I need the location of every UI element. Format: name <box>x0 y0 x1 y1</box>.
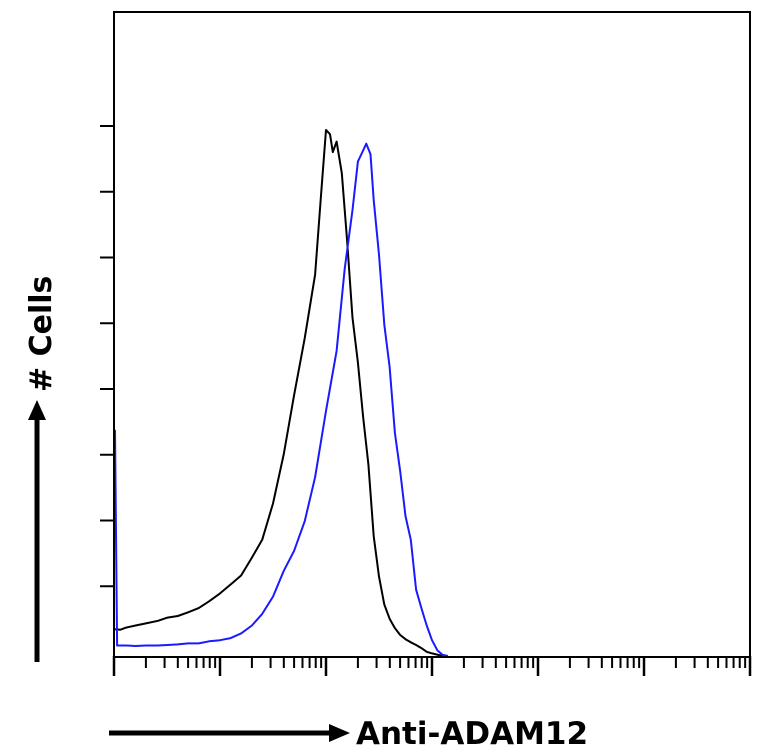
x-arrow-head-icon <box>329 724 350 742</box>
x-axis-ticks <box>112 656 752 676</box>
series-line-1 <box>114 129 443 657</box>
y-axis-label: # Cells <box>24 276 59 392</box>
y-axis-ticks <box>100 125 114 588</box>
series-line-2 <box>114 142 449 657</box>
series-layer <box>114 129 449 657</box>
x-axis-label: Anti-ADAM12 <box>356 716 588 751</box>
plot-frame <box>113 11 751 658</box>
y-arrow-head-icon <box>28 400 46 420</box>
